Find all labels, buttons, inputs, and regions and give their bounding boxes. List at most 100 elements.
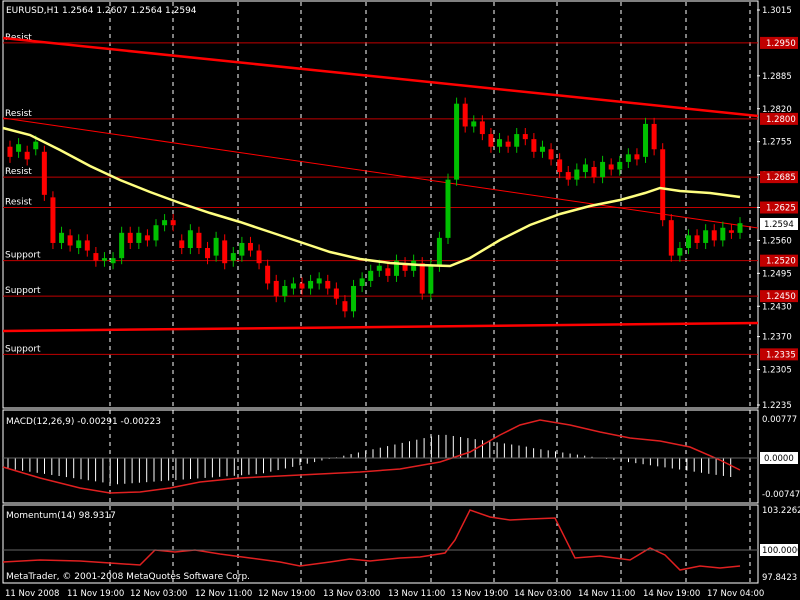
moving-average-line	[2, 126, 741, 268]
macd-tick-top: 0.00777	[762, 415, 797, 425]
candle-body	[290, 283, 296, 289]
time-tick-label: 13 Nov 19:00	[451, 589, 508, 599]
candle-body	[617, 161, 623, 170]
candle-body	[393, 260, 399, 276]
candle-body	[608, 164, 614, 170]
level-tag-bg	[760, 290, 798, 303]
candle-body	[239, 242, 245, 256]
candle-body	[539, 146, 545, 152]
candle-body	[591, 166, 597, 178]
candle-body	[16, 144, 22, 152]
time-tick-label: 14 Nov 19:00	[643, 589, 700, 599]
candle-body	[694, 235, 700, 243]
level-tag-value: 1.2335	[766, 350, 796, 360]
level-label: Support	[5, 286, 41, 296]
macd-zero-tag	[760, 452, 798, 464]
candle-body	[222, 240, 228, 264]
candle-body	[677, 248, 683, 256]
time-tick-label: 14 Nov 03:00	[514, 589, 571, 599]
level-label: Resist	[5, 33, 32, 43]
candle-body	[505, 141, 511, 147]
momentum-100-tag	[760, 544, 798, 556]
candle-body	[402, 263, 408, 271]
level-tag-bg	[760, 201, 798, 214]
trend-lines	[2, 36, 759, 333]
candle-body	[625, 154, 631, 162]
candle-body	[273, 280, 279, 297]
level-tag-bg	[760, 348, 798, 361]
candle-body	[205, 248, 211, 259]
candle-body	[728, 230, 734, 233]
candle-body	[59, 232, 65, 243]
chart-title: EURUSD,H1 1.2564 1.2607 1.2564 1.2594	[6, 6, 197, 16]
candle-body	[7, 146, 13, 157]
candle-body	[497, 139, 503, 147]
candle-body	[144, 235, 150, 241]
candle-body	[488, 134, 494, 147]
candle-body	[600, 161, 606, 178]
level-label: Resist	[5, 167, 32, 177]
candle-body	[660, 149, 666, 221]
candle-body	[651, 123, 657, 150]
price-tick-label: 1.2560	[762, 236, 792, 246]
candle-body	[376, 265, 382, 271]
level-tag-value: 1.2950	[766, 39, 796, 49]
candle-body	[101, 258, 107, 261]
time-tick-label: 13 Nov 03:00	[323, 589, 380, 599]
candle-body	[265, 265, 271, 284]
candle-body	[119, 232, 125, 259]
candle-body	[471, 121, 477, 127]
price-tick-label: 1.2885	[762, 72, 792, 82]
current-price-text: 1.2594	[764, 220, 794, 230]
candle-body	[282, 285, 288, 297]
time-tick-label: 12 Nov 19:00	[258, 589, 315, 599]
candle-body	[737, 223, 743, 233]
price-panel[interactable]	[2, 0, 759, 409]
candle-body	[454, 103, 460, 180]
momentum-tick-top: 103.2262	[762, 506, 800, 516]
candle-body	[548, 149, 554, 160]
momentum-panel[interactable]	[2, 504, 759, 584]
candle-body	[67, 235, 73, 246]
candle-body	[76, 240, 82, 249]
time-axis: 11 Nov 2008 11 Nov 19:00 12 Nov 03:00 12 No…	[5, 589, 764, 599]
candle-body	[84, 240, 90, 251]
candle-body	[368, 270, 374, 281]
momentum-line	[2, 509, 741, 571]
candle-body	[299, 283, 305, 289]
candle-body	[479, 121, 485, 135]
level-tag-bg	[760, 171, 798, 184]
time-tick-label: 12 Nov 03:00	[130, 589, 187, 599]
candle-body	[196, 232, 202, 249]
price-tick-label: 1.2820	[762, 105, 792, 115]
candle-body	[170, 220, 176, 226]
candle-body	[342, 301, 348, 312]
time-tick-label: 12 Nov 11:00	[195, 589, 252, 599]
candle-body	[685, 235, 691, 249]
candle-body	[436, 237, 442, 266]
level-tag-value: 1.2450	[766, 292, 796, 302]
level-tag-value: 1.2685	[766, 173, 796, 183]
level-label: Resist	[5, 109, 32, 119]
candle-body	[162, 220, 168, 226]
price-tick-label: 1.2235	[762, 401, 792, 411]
price-tick-label: 1.2755	[762, 138, 792, 148]
candle-body	[557, 159, 563, 173]
macd-signal-line	[2, 419, 741, 494]
candle-body	[703, 230, 709, 243]
level-label: Resist	[5, 198, 32, 208]
candle-body	[110, 258, 116, 264]
time-tick-label: 11 Nov 19:00	[67, 589, 124, 599]
momentum-tick-mid: 100.0000	[762, 546, 800, 556]
time-tick-label: 11 Nov 2008	[5, 589, 59, 599]
candle-body	[582, 164, 588, 173]
candle-body	[643, 123, 649, 157]
macd-histogram	[7, 434, 732, 485]
candle-body	[136, 232, 142, 243]
candle-body	[720, 227, 726, 241]
candle-body	[325, 280, 331, 289]
candle-body	[462, 103, 468, 127]
candle-body	[445, 179, 451, 238]
time-tick-label: 13 Nov 11:00	[388, 589, 445, 599]
